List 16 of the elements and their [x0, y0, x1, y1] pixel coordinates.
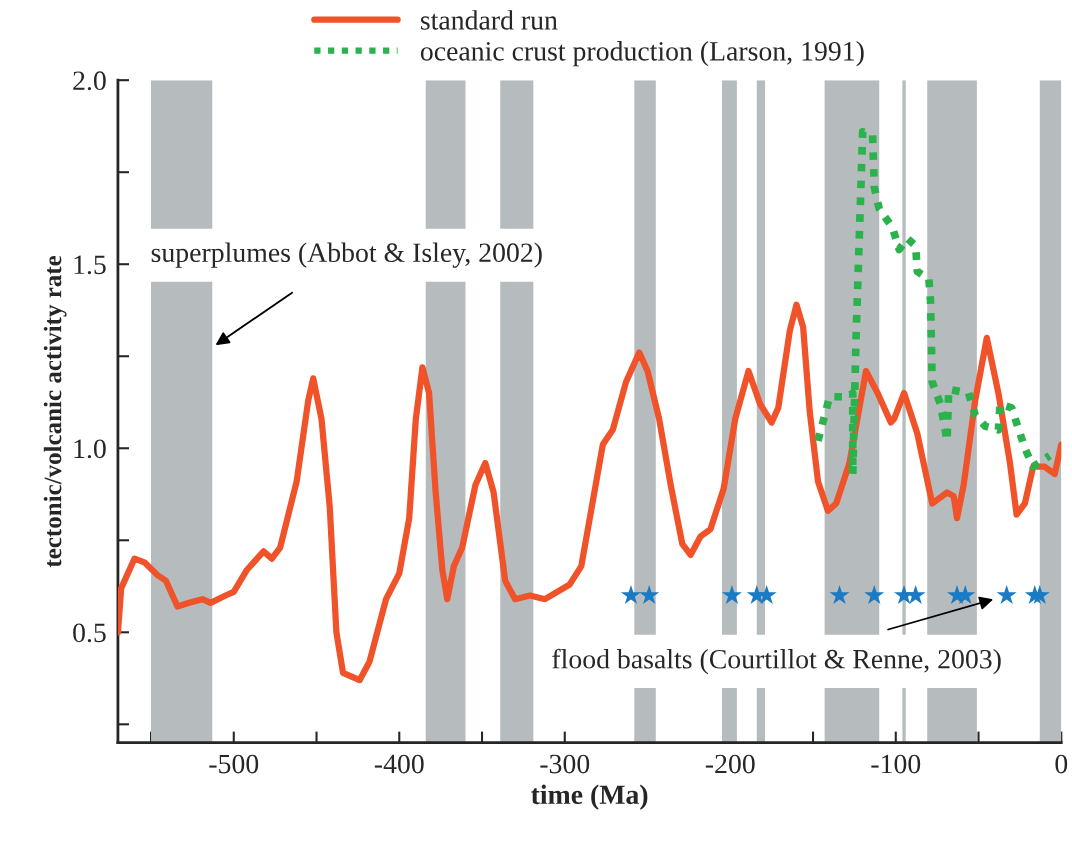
y-tick-label: 2.0 — [73, 71, 106, 91]
y-axis-title: tectonic/volcanic activity rate — [43, 255, 67, 568]
legend-label: oceanic crust production (Larson, 1991) — [420, 41, 864, 67]
x-tick-label: -400 — [374, 754, 424, 774]
y-tick-label: 1.5 — [74, 255, 106, 275]
y-tick-label: 0.5 — [73, 623, 106, 643]
x-tick-label: -100 — [871, 754, 921, 774]
x-tick-label: 0 — [1055, 754, 1068, 774]
x-axis-title: time (Ma) — [531, 784, 648, 810]
annotation: superplumes (Abbot & Isley, 2002) — [151, 242, 542, 268]
x-tick-label: -300 — [540, 754, 590, 774]
y-tick-label: 1.0 — [74, 439, 106, 459]
x-tick-label: -200 — [705, 754, 755, 774]
x-tick-label: -500 — [209, 754, 259, 774]
annotation: flood basalts (Courtillot & Renne, 2003) — [552, 648, 1001, 675]
legend-label: standard run — [420, 10, 558, 30]
